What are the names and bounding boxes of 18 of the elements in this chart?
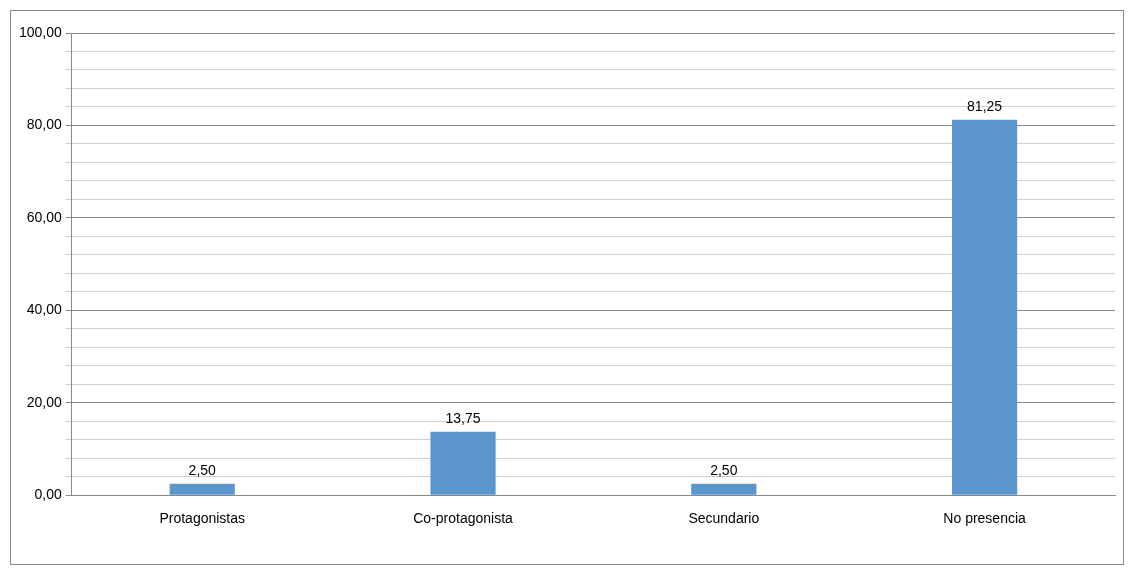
data-label: 2,50 xyxy=(188,461,217,478)
x-tick-label: Protagonistas xyxy=(159,510,246,527)
data-label: 2,50 xyxy=(710,461,738,478)
x-tick-label: Co-protagonista xyxy=(413,510,514,527)
bar xyxy=(430,431,496,495)
y-tick-label: 80,00 xyxy=(26,116,63,133)
bar xyxy=(952,119,1018,495)
x-tick-label: Secundario xyxy=(688,510,760,527)
bar xyxy=(169,483,235,495)
y-tick-label: 0,00 xyxy=(34,486,63,503)
x-tick-label: No presencia xyxy=(943,510,1027,527)
y-tick-label: 100,00 xyxy=(18,23,63,40)
y-tick-label: 60,00 xyxy=(26,208,63,225)
y-tick-label: 20,00 xyxy=(26,393,63,410)
y-tick-label: 40,00 xyxy=(26,301,63,318)
data-label: 81,25 xyxy=(967,97,1003,114)
bar xyxy=(691,483,757,495)
data-label: 13,75 xyxy=(445,409,481,426)
